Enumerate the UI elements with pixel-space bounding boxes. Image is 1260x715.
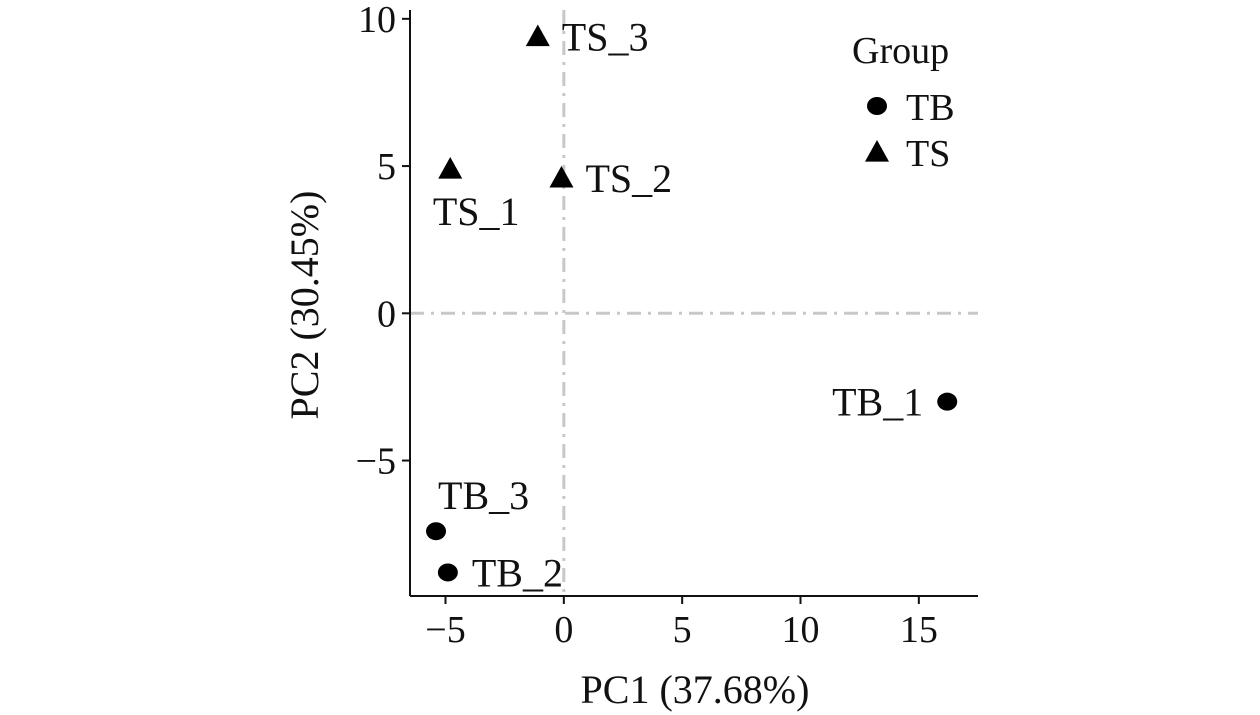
y-tick-label: 5 [377,146,396,188]
point-label: TB_3 [438,473,529,518]
axes [409,10,978,597]
y-tick-label: 0 [377,293,396,335]
tb-data-point [937,392,958,411]
ts-data-point [438,157,463,179]
legend-tb-marker [867,97,887,115]
data-points: TB_1 TB_2 TB_3 TS_1 TS_2 TS_3 [426,15,958,595]
legend-label: TS [906,133,950,175]
tb-data-point [437,563,458,582]
y-axis-title: PC2 (30.45%) [282,191,327,420]
x-tick-label: 0 [554,609,573,651]
ts-data-point [525,24,550,47]
point-label: TB_1 [832,380,923,425]
x-tick-label: −5 [425,609,465,651]
x-axis-title: PC1 (37.68%) [581,667,810,712]
legend-label: TB [906,87,955,129]
point-label: TB_2 [472,550,563,595]
point-label: TS_1 [433,189,520,234]
tb-data-point [426,522,447,541]
point-label: TS_3 [562,15,649,60]
point-label: TS_2 [585,156,672,201]
legend-ts-marker [865,140,889,162]
reference-lines [410,10,978,596]
x-tick-label: 15 [900,609,938,651]
ts-data-point [549,165,574,188]
y-tick-label: 10 [358,0,396,41]
x-axis-ticks: −5 0 5 10 15 [425,596,938,651]
x-tick-label: 5 [673,609,692,651]
y-axis-ticks: −5 0 5 10 [356,0,410,483]
x-tick-label: 10 [782,609,820,651]
legend-title: Group [852,30,949,72]
y-tick-label: −5 [356,441,396,483]
